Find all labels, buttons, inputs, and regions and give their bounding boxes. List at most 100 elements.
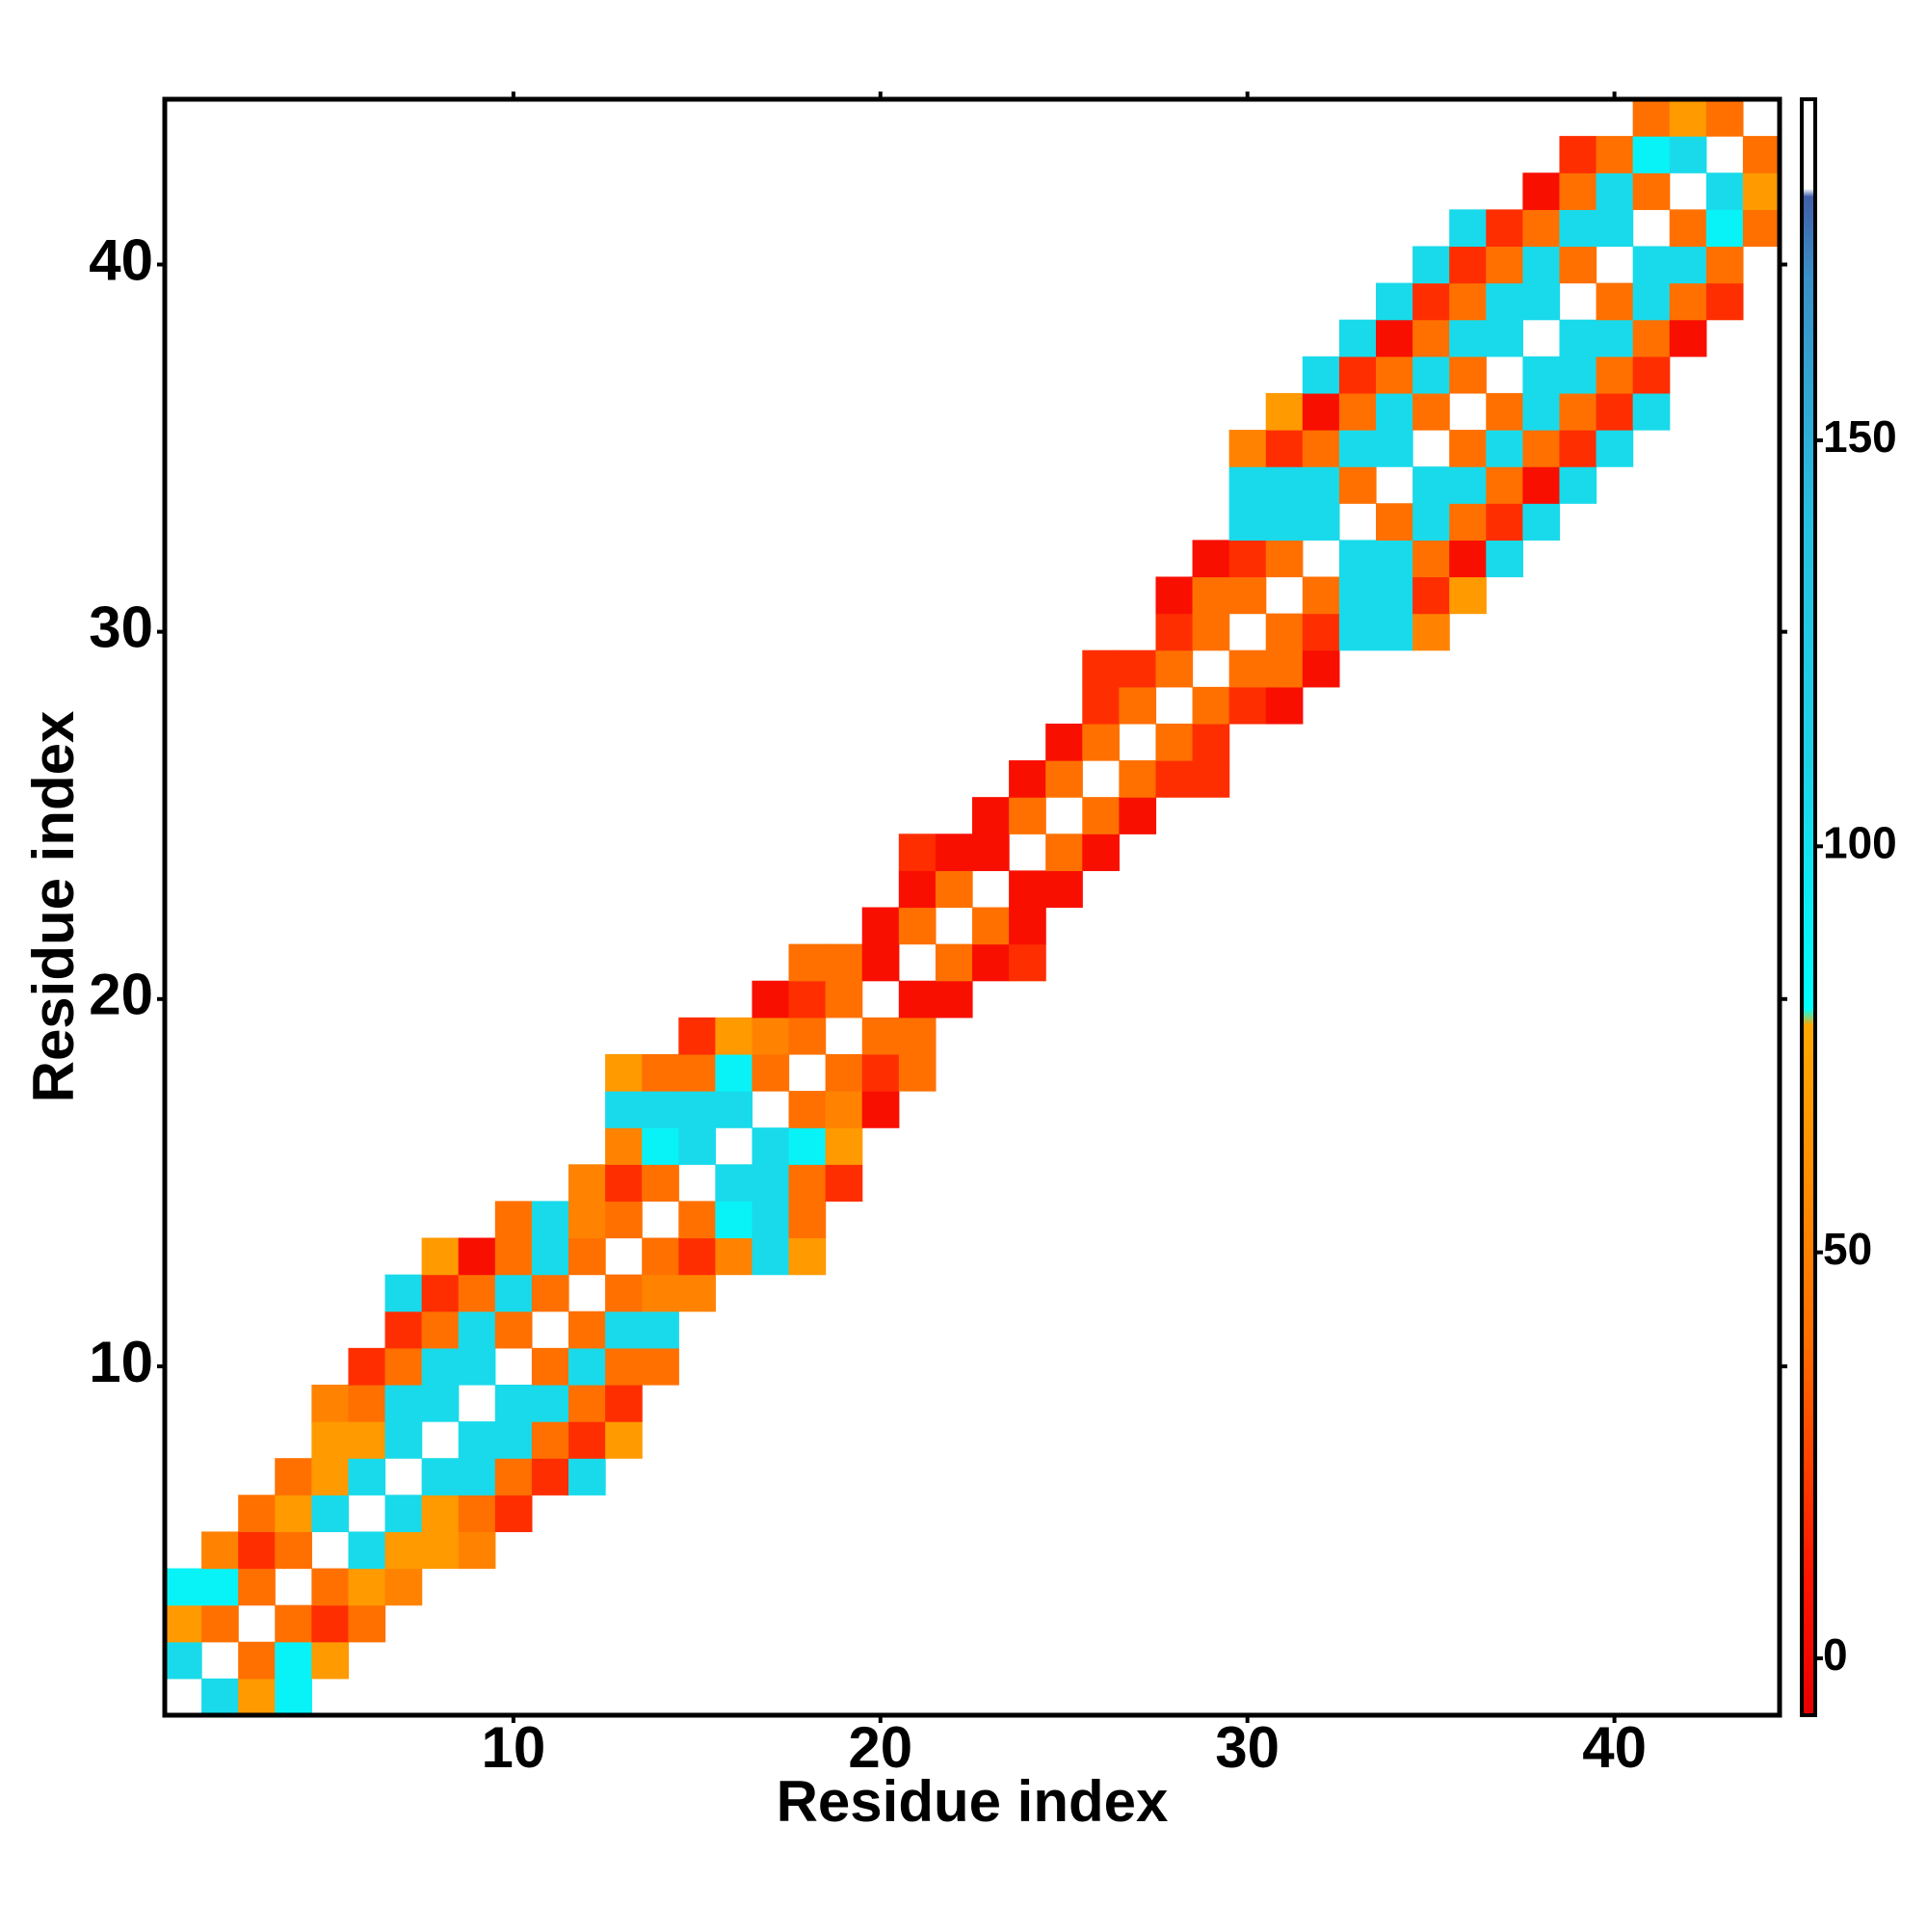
x-tick-label: 10 bbox=[481, 1715, 545, 1780]
heatmap-cell bbox=[348, 1347, 386, 1386]
heatmap-cell bbox=[1559, 319, 1597, 357]
heatmap-cell bbox=[1412, 466, 1450, 504]
heatmap-cell bbox=[201, 1678, 239, 1716]
heatmap-cell bbox=[568, 1421, 606, 1459]
heatmap-cell bbox=[458, 1347, 496, 1386]
heatmap-cell bbox=[861, 1053, 900, 1092]
heatmap-cell bbox=[935, 943, 973, 982]
heatmap-cell bbox=[1265, 686, 1304, 725]
heatmap-cell bbox=[1596, 356, 1634, 394]
heatmap-cell bbox=[788, 1201, 827, 1239]
heatmap-cell bbox=[1742, 172, 1781, 210]
heatmap-cell bbox=[494, 1458, 533, 1495]
heatmap-cell bbox=[458, 1531, 496, 1570]
heatmap-cell bbox=[1522, 392, 1561, 431]
heatmap-cell bbox=[1376, 356, 1413, 394]
heatmap-cell bbox=[642, 1127, 679, 1165]
heatmap-cell bbox=[1228, 686, 1267, 725]
heatmap-cell bbox=[1192, 760, 1230, 798]
heatmap-cell bbox=[1338, 466, 1377, 504]
heatmap-cell bbox=[1376, 540, 1413, 578]
heatmap-cell bbox=[1338, 392, 1377, 431]
heatmap-cell bbox=[788, 1164, 827, 1203]
heatmap-cell bbox=[752, 1237, 790, 1276]
heatmap-cell bbox=[1009, 870, 1046, 909]
heatmap-cell bbox=[311, 1641, 350, 1680]
heatmap-cell bbox=[348, 1458, 386, 1495]
heatmap-cell bbox=[568, 1201, 606, 1239]
heatmap-cell bbox=[568, 1237, 606, 1276]
heatmap-cell bbox=[311, 1458, 350, 1495]
heatmap-cell bbox=[972, 907, 1010, 945]
heatmap-cell bbox=[568, 1164, 606, 1203]
heatmap-cell bbox=[1632, 356, 1671, 394]
heatmap-cell bbox=[1596, 319, 1634, 357]
heatmap-cell bbox=[348, 1604, 386, 1643]
heatmap-cell bbox=[1486, 466, 1523, 504]
colorbar-tick-label: 0 bbox=[1823, 1629, 1848, 1680]
heatmap-cell bbox=[752, 1017, 790, 1055]
heatmap-cell bbox=[1192, 576, 1230, 615]
heatmap-cell bbox=[1449, 576, 1487, 615]
heatmap-cell bbox=[1559, 356, 1597, 394]
heatmap-cell bbox=[1338, 356, 1377, 394]
heatmap-cell bbox=[825, 1164, 863, 1203]
heatmap-cell bbox=[1009, 797, 1046, 834]
heatmap-cell bbox=[788, 1237, 827, 1276]
heatmap-cell bbox=[825, 1053, 863, 1092]
heatmap-cell bbox=[1449, 282, 1487, 321]
heatmap-cell bbox=[1412, 246, 1450, 284]
heatmap-cell bbox=[1302, 503, 1340, 541]
heatmap-cell bbox=[715, 1237, 753, 1276]
heatmap-cell bbox=[605, 1310, 643, 1349]
y-tick-label: 10 bbox=[89, 1330, 153, 1394]
heatmap-cell bbox=[494, 1274, 533, 1312]
heatmap-cell bbox=[1265, 466, 1304, 504]
heatmap-cell bbox=[1338, 319, 1377, 357]
heatmap-cell bbox=[1486, 282, 1523, 321]
heatmap-cell bbox=[642, 1053, 679, 1092]
heatmap-cell bbox=[1155, 613, 1194, 651]
heatmap-cell bbox=[752, 1201, 790, 1239]
heatmap-cell bbox=[1119, 686, 1157, 725]
heatmap-cell bbox=[861, 1091, 900, 1128]
heatmap-cell bbox=[1376, 282, 1413, 321]
colorbar-tick-label: 50 bbox=[1823, 1224, 1872, 1274]
heatmap-cell bbox=[1559, 136, 1597, 173]
heatmap-cell bbox=[1338, 430, 1377, 467]
heatmap-cell bbox=[201, 1531, 239, 1570]
heatmap-cell bbox=[1265, 430, 1304, 467]
heatmap-cell bbox=[605, 1274, 643, 1312]
heatmap-cell bbox=[494, 1421, 533, 1459]
heatmap-cell bbox=[275, 1458, 312, 1495]
heatmap-cell bbox=[568, 1310, 606, 1349]
heatmap-cell bbox=[1559, 172, 1597, 210]
heatmap-cell bbox=[531, 1237, 569, 1276]
heatmap-cell bbox=[1119, 797, 1157, 834]
heatmap-cell bbox=[825, 1127, 863, 1165]
heatmap-cell bbox=[1522, 246, 1561, 284]
heatmap-cell bbox=[1265, 649, 1304, 688]
heatmap-cell bbox=[1376, 613, 1413, 651]
heatmap-cell bbox=[788, 1127, 827, 1165]
heatmap-cell bbox=[752, 1164, 790, 1203]
heatmap-cell bbox=[1669, 319, 1707, 357]
heatmap-cell bbox=[1376, 430, 1413, 467]
heatmap-cell bbox=[1228, 649, 1267, 688]
heatmap-cell bbox=[275, 1531, 312, 1570]
heatmap-cell bbox=[935, 834, 973, 871]
heatmap-cell bbox=[861, 907, 900, 945]
heatmap-cell bbox=[1522, 503, 1561, 541]
heatmap-cell bbox=[715, 1164, 753, 1203]
heatmap-cell bbox=[1632, 319, 1671, 357]
heatmap-cell bbox=[1449, 540, 1487, 578]
heatmap-cell bbox=[1522, 466, 1561, 504]
heatmap-cell bbox=[642, 1347, 679, 1386]
heatmap-cell bbox=[788, 1017, 827, 1055]
heatmap-cell bbox=[1192, 686, 1230, 725]
heatmap-cell bbox=[1412, 576, 1450, 615]
heatmap-cell bbox=[1486, 430, 1523, 467]
heatmap-cell bbox=[1486, 540, 1523, 578]
heatmap-cell bbox=[1522, 172, 1561, 210]
